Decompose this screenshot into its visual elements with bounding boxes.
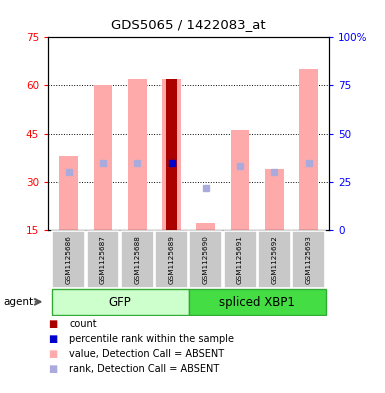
Text: GSM1125687: GSM1125687 — [100, 235, 106, 284]
Text: GSM1125686: GSM1125686 — [66, 235, 72, 284]
Text: percentile rank within the sample: percentile rank within the sample — [69, 334, 234, 344]
Bar — [258, 231, 291, 288]
Bar — [196, 224, 215, 230]
Bar — [52, 289, 189, 315]
Bar — [59, 156, 78, 230]
Text: GSM1125692: GSM1125692 — [271, 235, 277, 284]
Text: rank, Detection Call = ABSENT: rank, Detection Call = ABSENT — [69, 364, 219, 374]
Text: GSM1125690: GSM1125690 — [203, 235, 209, 284]
Text: GDS5065 / 1422083_at: GDS5065 / 1422083_at — [111, 18, 266, 31]
Bar — [52, 231, 85, 288]
Bar — [292, 231, 325, 288]
Text: ■: ■ — [48, 349, 57, 359]
Text: agent: agent — [4, 297, 34, 307]
Text: GSM1125691: GSM1125691 — [237, 235, 243, 284]
Bar — [166, 79, 177, 230]
Text: ■: ■ — [48, 364, 57, 374]
Bar — [94, 85, 112, 230]
Text: GFP: GFP — [109, 296, 131, 309]
Text: value, Detection Call = ABSENT: value, Detection Call = ABSENT — [69, 349, 224, 359]
Bar — [189, 289, 326, 315]
Bar — [224, 231, 256, 288]
Text: count: count — [69, 319, 97, 329]
Text: ■: ■ — [48, 334, 57, 344]
Text: GSM1125693: GSM1125693 — [306, 235, 311, 284]
Text: GSM1125688: GSM1125688 — [134, 235, 140, 284]
Bar — [155, 231, 188, 288]
Bar — [265, 169, 284, 230]
Text: ■: ■ — [48, 319, 57, 329]
Bar — [121, 231, 154, 288]
Bar — [162, 79, 181, 230]
Bar — [189, 231, 222, 288]
Bar — [87, 231, 119, 288]
Bar — [128, 79, 147, 230]
Bar — [299, 70, 318, 230]
Bar — [231, 130, 249, 230]
Text: GSM1125689: GSM1125689 — [169, 235, 174, 284]
Text: spliced XBP1: spliced XBP1 — [219, 296, 295, 309]
